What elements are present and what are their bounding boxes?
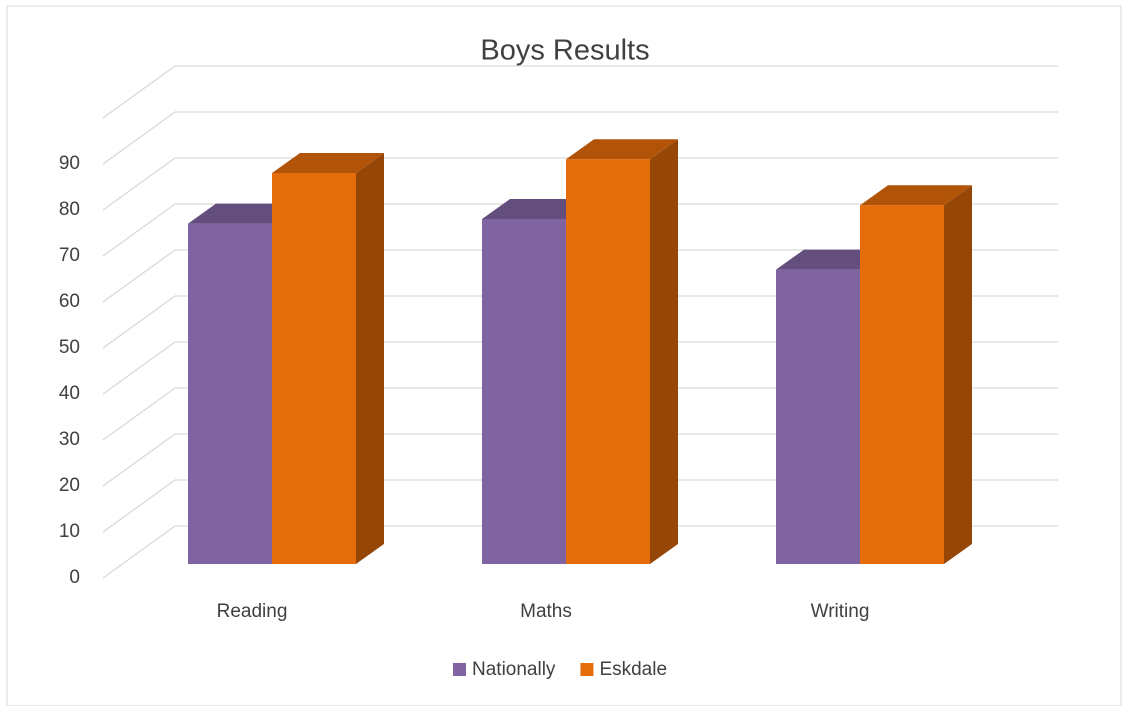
legend-swatch xyxy=(453,663,466,676)
grid-line xyxy=(102,433,1058,487)
wall-edge xyxy=(102,65,1058,119)
grid-line xyxy=(102,525,1058,579)
legend-swatch xyxy=(580,663,594,676)
y-tick-label: 0 xyxy=(69,567,80,588)
bar-side xyxy=(650,139,678,564)
bar-top xyxy=(272,153,384,173)
legend-label: Nationally xyxy=(472,659,556,680)
y-tick-label: 70 xyxy=(59,245,80,266)
grid-line xyxy=(102,295,1058,349)
bar xyxy=(188,223,272,564)
bar xyxy=(272,173,356,564)
y-tick-label: 60 xyxy=(59,291,80,312)
bar xyxy=(566,159,650,564)
bar-top xyxy=(566,139,678,160)
bar-side xyxy=(356,153,384,564)
bar xyxy=(482,219,566,564)
y-tick-label: 10 xyxy=(59,521,80,542)
legend-label: Eskdale xyxy=(599,659,667,680)
grid-line xyxy=(102,111,1058,165)
x-tick-label: Writing xyxy=(811,601,870,622)
bar-top xyxy=(860,185,972,206)
grid-line xyxy=(102,157,1058,211)
bar xyxy=(860,205,944,564)
y-tick-label: 90 xyxy=(59,153,80,174)
y-tick-label: 40 xyxy=(59,383,80,404)
grid-line xyxy=(102,249,1058,303)
x-tick-label: Reading xyxy=(217,601,288,622)
y-tick-label: 50 xyxy=(59,337,80,358)
y-tick-label: 30 xyxy=(59,429,80,450)
x-tick-label: Maths xyxy=(520,601,572,622)
y-tick-label: 20 xyxy=(59,475,80,496)
chart-title: Boys Results xyxy=(480,35,649,67)
grid-line xyxy=(102,479,1058,533)
grid-line xyxy=(102,387,1058,441)
bar xyxy=(776,269,860,564)
grid-line xyxy=(102,203,1058,257)
bar-side xyxy=(944,185,972,564)
grid-line xyxy=(102,341,1058,395)
y-tick-label: 80 xyxy=(59,199,80,220)
